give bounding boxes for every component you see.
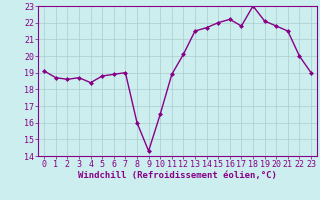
X-axis label: Windchill (Refroidissement éolien,°C): Windchill (Refroidissement éolien,°C) xyxy=(78,171,277,180)
